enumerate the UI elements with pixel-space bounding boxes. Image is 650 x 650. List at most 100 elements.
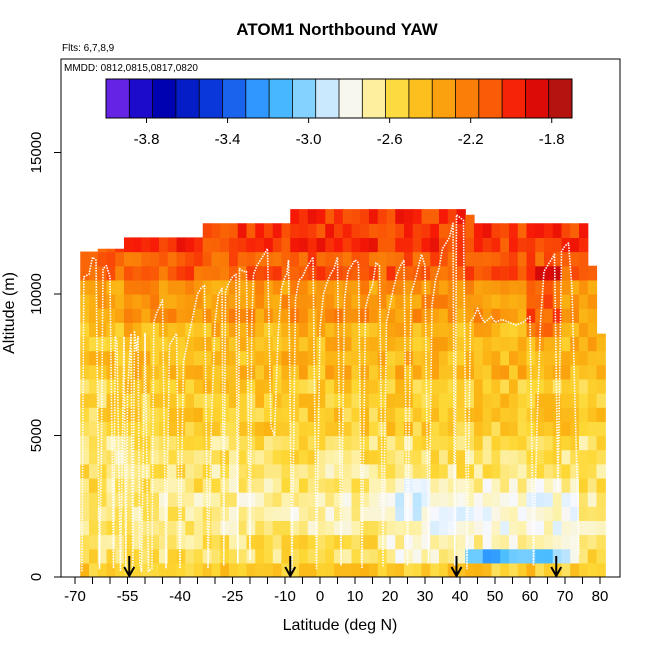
- colorbar-tick-label: -2.6: [377, 131, 403, 148]
- heatmap-cell: [544, 308, 554, 323]
- heatmap-cell: [290, 492, 300, 507]
- heatmap-cell: [220, 520, 230, 536]
- heatmap-cell: [132, 378, 143, 394]
- heatmap-cell: [299, 421, 309, 437]
- heatmap-cell: [80, 378, 90, 394]
- heatmap-cell: [176, 322, 186, 338]
- heatmap-cell: [246, 350, 256, 366]
- heatmap-cell: [281, 477, 291, 493]
- heatmap-cell: [132, 435, 143, 451]
- heatmap-cell: [237, 548, 248, 564]
- heatmap-cell: [570, 562, 580, 577]
- heatmap-cell: [386, 237, 396, 253]
- heatmap-cell: [167, 350, 178, 366]
- heatmap-cell: [439, 336, 449, 352]
- heatmap-cell: [421, 336, 431, 352]
- heatmap-cell: [509, 294, 519, 309]
- heatmap-cell: [185, 435, 195, 451]
- heatmap-cell: [517, 350, 528, 366]
- flight-start-markers: [123, 556, 563, 579]
- heatmap-cell: [526, 562, 536, 577]
- heatmap-cell: [290, 463, 300, 479]
- y-tick-label: 0: [28, 573, 45, 581]
- heatmap-cell: [299, 294, 309, 309]
- heatmap-cell: [97, 492, 108, 507]
- heatmap-cell: [474, 251, 484, 267]
- heatmap-cell: [386, 463, 396, 479]
- heatmap-cell: [587, 294, 598, 309]
- heatmap-cell: [456, 378, 466, 394]
- heatmap-cell: [351, 209, 361, 224]
- heatmap-cell: [517, 378, 528, 394]
- colorbar-frame: [105, 78, 573, 119]
- heatmap-cell: [307, 294, 318, 309]
- heatmap-cell: [552, 506, 563, 521]
- heatmap-cell: [167, 492, 178, 507]
- heatmap-cell: [447, 308, 458, 323]
- heatmap-cell: [342, 435, 353, 451]
- heatmap-cell: [447, 209, 458, 224]
- heatmap-cell: [377, 294, 388, 309]
- heatmap-cell: [369, 294, 379, 309]
- heatmap-cell: [220, 350, 230, 366]
- heatmap-cell: [106, 506, 116, 521]
- heatmap-cell: [447, 279, 458, 295]
- heatmap-cell: [509, 308, 519, 323]
- heatmap-cell: [544, 393, 554, 408]
- heatmap-cell: [526, 364, 536, 380]
- heatmap-cell: [290, 364, 300, 380]
- heatmap-cell: [491, 265, 501, 281]
- heatmap-cell: [351, 435, 361, 451]
- heatmap-cell: [237, 265, 248, 281]
- heatmap-cell: [430, 449, 440, 465]
- heatmap-cell: [132, 562, 143, 577]
- heatmap-cell: [395, 520, 405, 536]
- heatmap-cell: [482, 421, 493, 437]
- heatmap-cell: [132, 421, 143, 437]
- heatmap-cell: [307, 265, 318, 281]
- heatmap-cell: [535, 506, 545, 521]
- heatmap-cell: [369, 477, 379, 493]
- heatmap-cell: [456, 294, 466, 309]
- heatmap-cell: [325, 308, 335, 323]
- heatmap-cell: [377, 350, 388, 366]
- heatmap-cell: [220, 463, 230, 479]
- flight-start-arrow: [450, 556, 463, 579]
- heatmap-cell: [80, 492, 90, 507]
- heatmap-cell: [491, 435, 501, 451]
- heatmap-cell: [439, 520, 449, 536]
- heatmap-cell: [500, 534, 510, 550]
- heatmap-cell: [369, 279, 379, 295]
- heatmap-cell: [211, 308, 221, 323]
- heatmap-cell: [386, 562, 396, 577]
- heatmap-cell: [106, 350, 116, 366]
- heatmap-cell: [80, 421, 90, 437]
- heatmap-cell: [430, 265, 440, 281]
- heatmap-cell: [80, 548, 90, 564]
- heatmap-cell: [544, 336, 554, 352]
- heatmap-cell: [211, 421, 221, 437]
- heatmap-cell: [264, 421, 274, 437]
- heatmap-cell: [500, 562, 510, 577]
- heatmap-cell: [150, 393, 160, 408]
- heatmap-cell: [509, 350, 519, 366]
- heatmap-cell: [482, 477, 493, 493]
- heatmap-cell: [80, 265, 90, 281]
- heatmap-cell: [395, 548, 405, 564]
- heatmap-cell: [517, 449, 528, 465]
- x-axis-label: Latitude (deg N): [283, 617, 398, 634]
- heatmap-cell: [544, 251, 554, 267]
- heatmap-cell: [544, 449, 554, 465]
- heatmap-cell: [465, 308, 475, 323]
- heatmap-cell: [360, 506, 370, 521]
- heatmap-cell: [395, 336, 405, 352]
- heatmap-cell: [579, 308, 589, 323]
- heatmap-cell: [246, 421, 256, 437]
- heatmap-cell: [272, 251, 283, 267]
- heatmap-cell: [535, 463, 545, 479]
- colorbar-segment: [525, 79, 550, 118]
- heatmap-cell: [211, 506, 221, 521]
- heatmap-cell: [587, 449, 598, 465]
- heatmap-cell: [185, 393, 195, 408]
- heatmap-cell: [535, 435, 545, 451]
